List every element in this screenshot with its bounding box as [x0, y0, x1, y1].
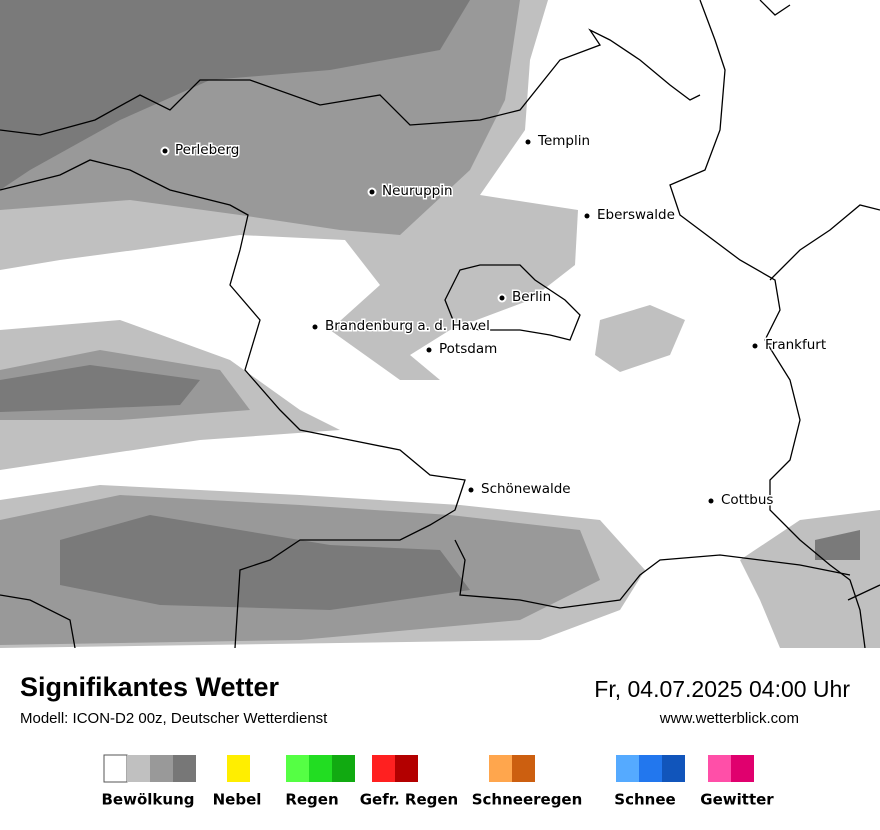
borders — [0, 0, 880, 648]
legend-swatch — [150, 755, 173, 782]
datetime: Fr, 04.07.2025 04:00 Uhr — [594, 676, 850, 702]
legend-swatch — [372, 755, 395, 782]
legend-swatch — [662, 755, 685, 782]
city-dot — [162, 148, 168, 154]
legend-swatch — [489, 755, 512, 782]
legend-label: Gefr. Regen — [360, 791, 459, 809]
legend-swatch — [173, 755, 196, 782]
city-dot — [499, 295, 505, 301]
city-dot — [426, 347, 432, 353]
city-dot — [752, 343, 758, 349]
city-label: Eberswalde — [597, 207, 675, 223]
legend-swatch — [708, 755, 731, 782]
city-label: Neuruppin — [382, 183, 453, 199]
legend-swatch — [127, 755, 150, 782]
city-dot — [369, 189, 375, 195]
website: www.wetterblick.com — [659, 710, 799, 727]
city-label: Schönewalde — [481, 481, 571, 497]
city-dot — [468, 487, 474, 493]
city-label: Cottbus — [721, 492, 773, 508]
legend-swatch — [309, 755, 332, 782]
city-label: Berlin — [512, 289, 551, 305]
city-dot — [708, 498, 714, 504]
map: Perleberg Neuruppin Templin Eberswalde Berli… — [0, 0, 880, 648]
legend-swatch — [103, 754, 128, 783]
city-label: Brandenburg a. d. Havel — [325, 318, 490, 334]
city-dot — [584, 213, 590, 219]
cloud-fields — [0, 0, 880, 648]
city-label: Perleberg — [175, 142, 239, 158]
legend-swatch — [616, 755, 639, 782]
legend-swatch — [332, 755, 355, 782]
city-label: Potsdam — [439, 341, 497, 357]
legend-label: Schnee — [614, 791, 675, 809]
legend-label: Schneeregen — [472, 791, 583, 809]
legend-label: Gewitter — [700, 791, 774, 809]
title: Signifikantes Wetter — [20, 672, 280, 702]
legend-label: Bewölkung — [102, 791, 195, 809]
legend-swatch — [227, 755, 250, 782]
city-dot — [525, 139, 531, 145]
legend-label: Regen — [285, 791, 338, 809]
legend: Bewölkung Nebel Regen Gefr. Regen Schneerege… — [102, 754, 774, 809]
legend-swatch — [731, 755, 754, 782]
legend-swatch — [286, 755, 309, 782]
legend-swatch — [639, 755, 662, 782]
legend-swatch — [395, 755, 418, 782]
cities: Perleberg Neuruppin Templin Eberswalde Berli… — [160, 132, 828, 510]
legend-swatch — [512, 755, 535, 782]
city-dot — [312, 324, 318, 330]
city-label: Templin — [537, 133, 590, 149]
legend-label: Nebel — [213, 791, 262, 809]
city-label: Frankfurt — [765, 337, 826, 353]
model-info: Modell: ICON-D2 00z, Deutscher Wetterdie… — [20, 710, 328, 727]
